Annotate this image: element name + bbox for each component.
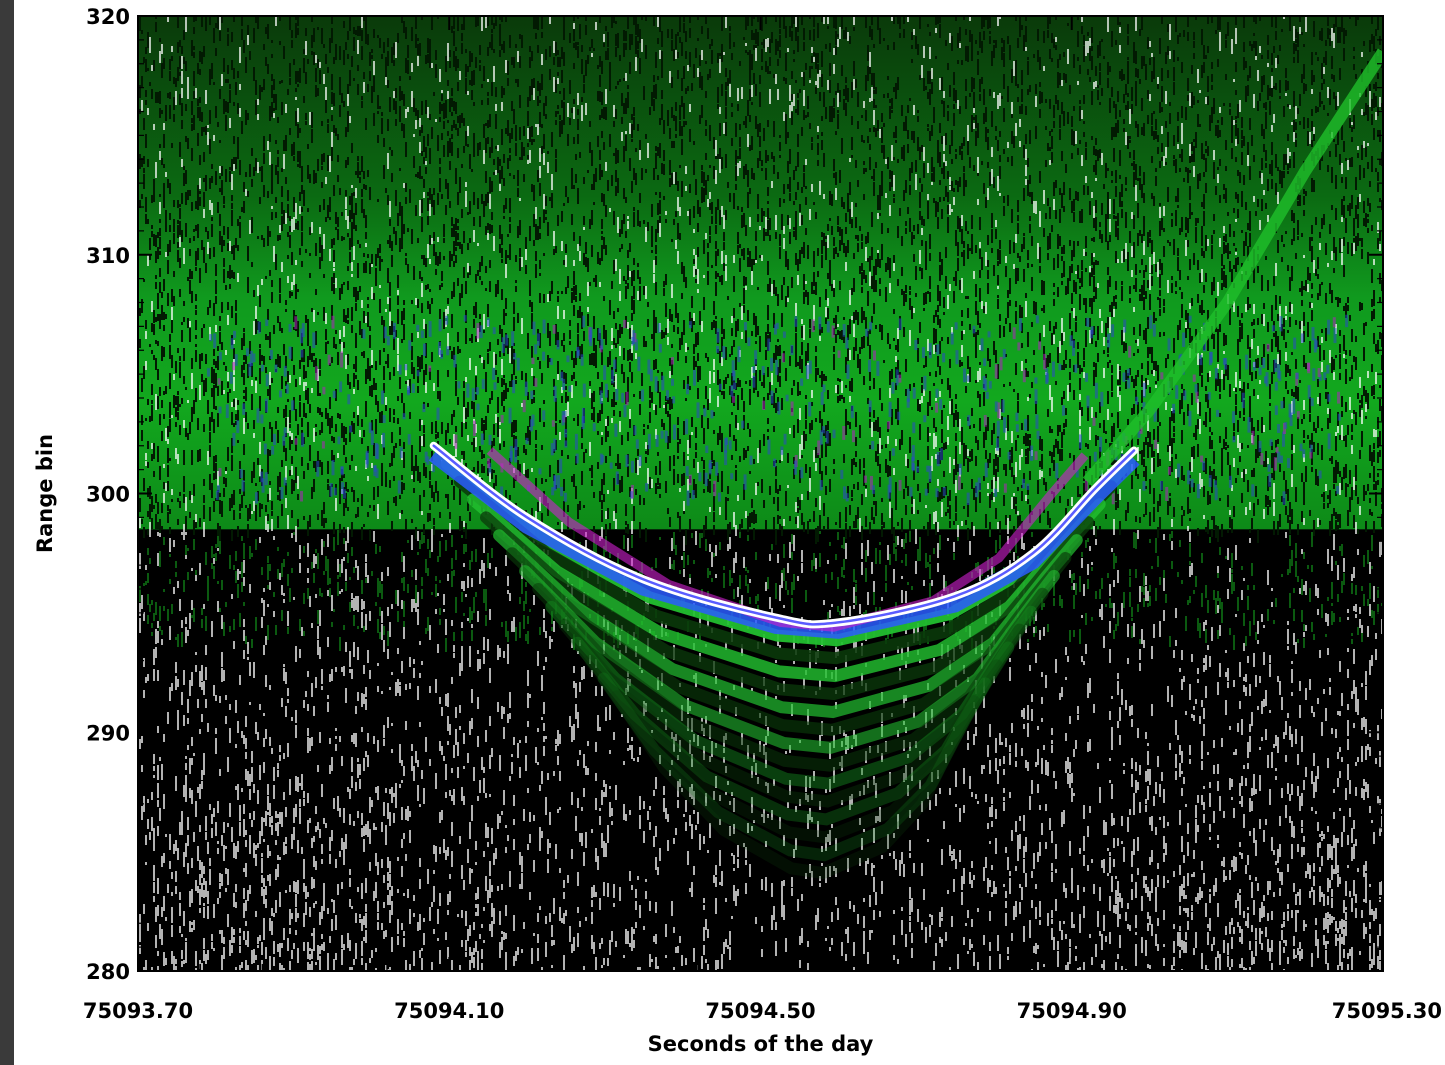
reflection-arc: [1082, 48, 1383, 486]
x-axis-title: Seconds of the day: [648, 1032, 874, 1056]
x-tick-label: 75095.30: [1332, 999, 1442, 1023]
axes: 75093.70 75094.10 75094.50 75094.90 75095.30…: [83, 5, 1442, 1023]
range-bin-chart: 75093.70 75094.10 75094.50 75094.90 75095.30…: [33, 5, 1442, 1056]
plot-area: [138, 16, 1383, 971]
noise-texture: [138, 16, 1383, 971]
y-tick-label: 290: [86, 721, 130, 745]
x-tick-label: 75094.50: [705, 999, 815, 1023]
y-tick-label: 300: [86, 483, 130, 507]
y-tick-label: 310: [86, 244, 130, 268]
x-tick-label: 75093.70: [83, 999, 193, 1023]
x-tick-label: 75094.90: [1017, 999, 1127, 1023]
y-tick-label: 280: [86, 960, 130, 984]
trajectory-line: [432, 444, 1136, 626]
plot-frame: 75093.70 75094.10 75094.50 75094.90 75095.30…: [14, 0, 1445, 1065]
echo-rings: [428, 447, 1140, 880]
x-tick-label: 75094.10: [394, 999, 504, 1023]
y-tick-label: 320: [86, 5, 130, 29]
y-axis-title: Range bin: [33, 434, 57, 553]
